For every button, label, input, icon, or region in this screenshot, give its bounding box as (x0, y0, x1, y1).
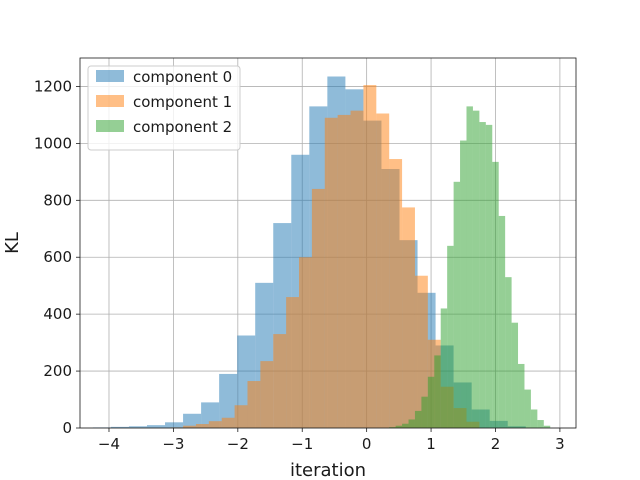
histogram-bar (427, 376, 435, 428)
histogram-bar (208, 421, 222, 428)
axis-ticks: −4 −3 −2 −1 0 1 2 3 0 200 400 600 800 1000 1200 (34, 77, 565, 453)
legend-label: component 1 (133, 93, 232, 111)
histogram-bar (479, 122, 486, 429)
histogram-bar (311, 188, 325, 428)
histogram-bar (498, 215, 506, 428)
histogram-bar (221, 417, 235, 428)
histogram-bar (543, 425, 551, 428)
series-2-bars (389, 106, 551, 429)
y-axis-label: KL (2, 232, 23, 254)
y-tick-label: 800 (43, 191, 72, 209)
histogram-bar (472, 110, 480, 429)
y-tick-label: 200 (43, 362, 72, 380)
x-tick-label: −2 (227, 435, 249, 453)
histogram-bar (183, 425, 196, 428)
x-axis-label: iteration (290, 460, 366, 480)
histogram-bar (402, 423, 409, 428)
legend-label: component 0 (133, 68, 232, 86)
histogram-bar (219, 373, 238, 428)
histogram-bar (492, 161, 499, 428)
histogram-bar (286, 297, 300, 428)
histogram-bar (414, 275, 428, 428)
y-tick-label: 400 (43, 305, 72, 323)
plot-frame (79, 57, 577, 429)
legend-swatch (96, 70, 124, 82)
histogram-bar (395, 425, 403, 428)
histogram-bar (447, 245, 454, 428)
legend-swatch (96, 120, 124, 132)
histogram-bar (511, 322, 519, 428)
x-tick-label: −4 (98, 435, 120, 453)
x-tick-label: −3 (162, 435, 184, 453)
histogram-bar (421, 396, 428, 428)
histogram-bar (350, 110, 364, 429)
histogram-bar (440, 308, 448, 428)
histogram-bar (110, 426, 129, 428)
histogram-bar (408, 419, 415, 428)
legend-box (87, 65, 241, 151)
histogram-bar (195, 424, 209, 428)
histogram-bar (324, 117, 338, 429)
histogram-bar (273, 334, 287, 428)
y-tick-label: 1000 (34, 134, 72, 152)
y-tick-label: 0 (62, 419, 72, 437)
histogram-bar (376, 113, 390, 428)
histogram-bar (524, 389, 531, 428)
histogram-bar (485, 124, 493, 428)
histogram-bar (530, 409, 538, 428)
legend-swatch (96, 95, 124, 107)
x-tick-label: 0 (362, 435, 372, 453)
legend: component 0 component 1 component 2 (87, 65, 241, 151)
histogram-bar (389, 427, 396, 428)
histogram-bar (453, 181, 461, 428)
legend-label: component 2 (133, 118, 232, 136)
histogram-bar (505, 277, 512, 428)
x-tick-label: −1 (291, 435, 313, 453)
y-tick-label: 1200 (34, 77, 72, 95)
histogram-bar (247, 381, 261, 428)
histogram-bar (260, 361, 274, 428)
histogram-bar (402, 207, 415, 428)
histogram-bar (234, 405, 248, 428)
histogram-bar (518, 363, 525, 428)
histogram-bar (537, 420, 544, 428)
x-tick-label: 3 (555, 435, 565, 453)
x-tick-label: 1 (426, 435, 436, 453)
histogram-bar (146, 425, 166, 428)
histogram-bar (363, 85, 377, 429)
x-tick-label: 2 (491, 435, 501, 453)
bars (92, 76, 551, 429)
histogram-bar (466, 106, 473, 428)
histogram-bar (299, 257, 312, 428)
y-tick-label: 600 (43, 248, 72, 266)
histogram-bar (414, 410, 422, 428)
histogram-bar (434, 355, 441, 428)
histogram-bar (128, 426, 147, 428)
histogram-bar (165, 422, 184, 428)
histogram-bar (389, 159, 403, 429)
histogram-bar (460, 140, 467, 429)
histogram-bar (337, 114, 351, 428)
